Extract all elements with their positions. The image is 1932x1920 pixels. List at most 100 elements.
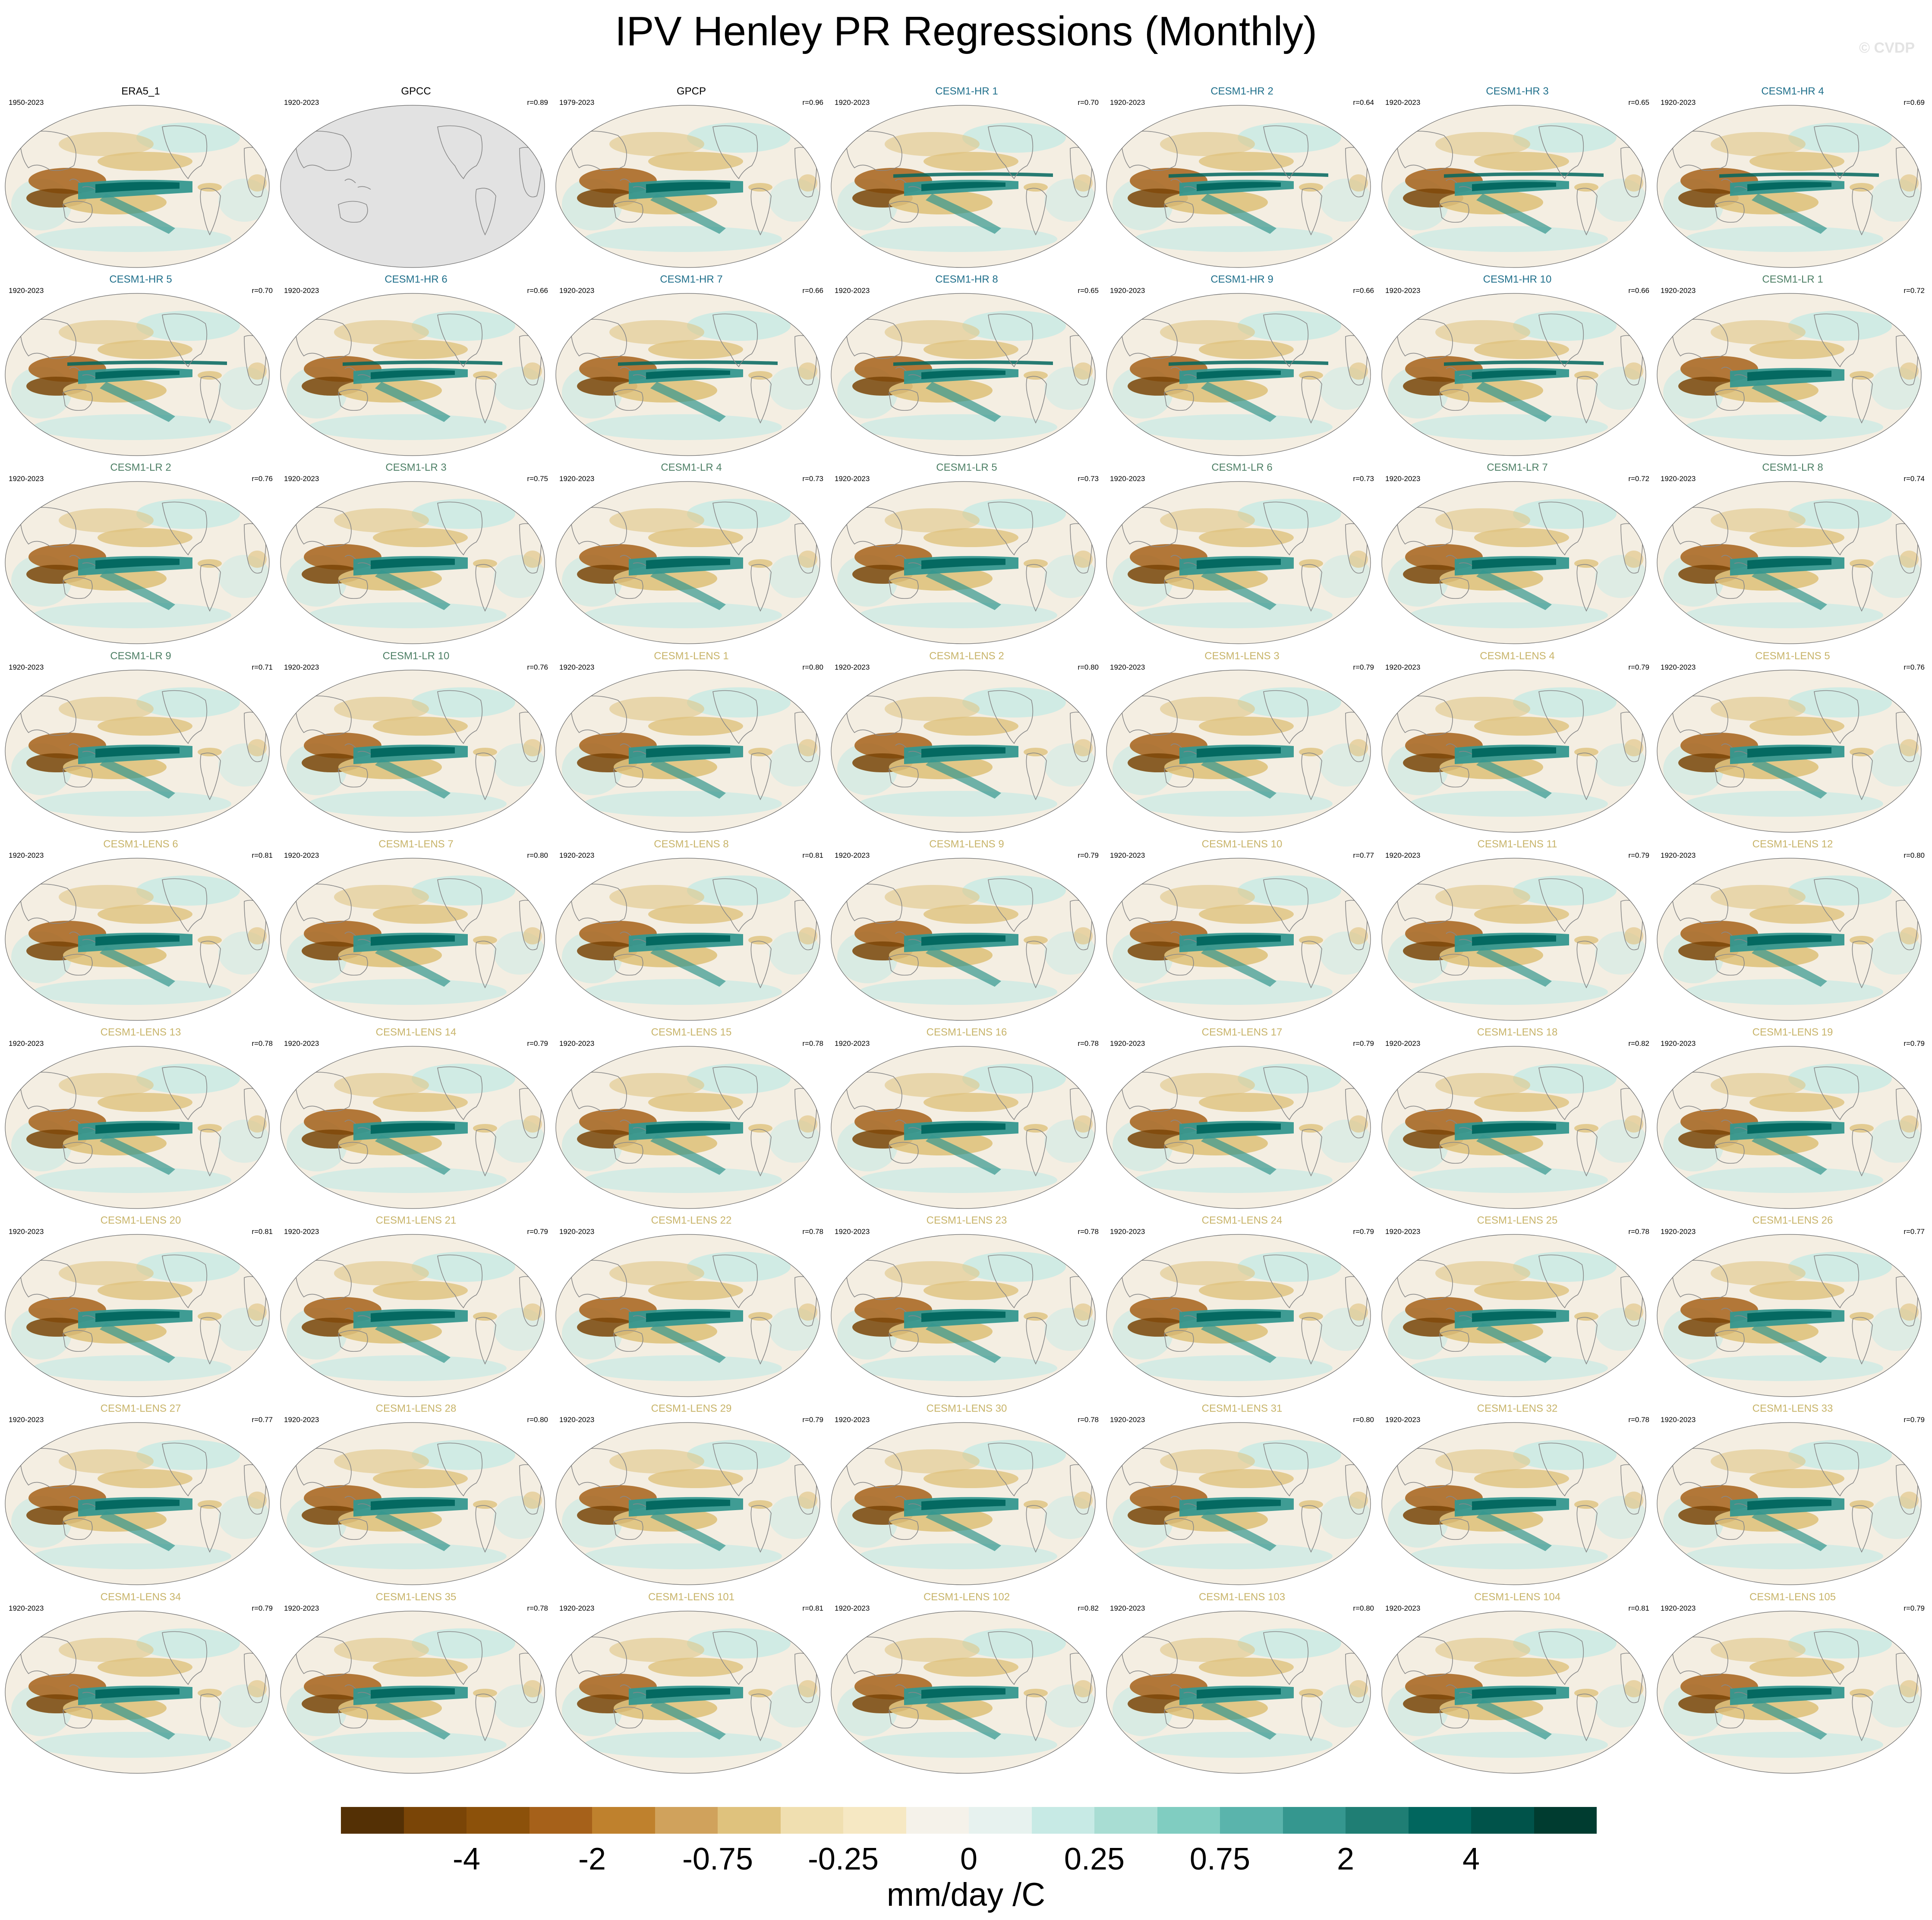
panel-title: CESM1-LENS 8 — [654, 838, 729, 850]
colorbar-segment — [466, 1807, 529, 1834]
panel-title: CESM1-LENS 6 — [103, 838, 178, 850]
panel-title: CESM1-LR 6 — [1211, 462, 1273, 474]
panel-title: CESM1-HR 7 — [660, 274, 723, 286]
colorbar-tick-label: 0.75 — [1189, 1842, 1251, 1876]
panel-years: 1920-2023 — [284, 1604, 319, 1612]
regression-map — [1657, 481, 1922, 644]
map-panel: CESM1-LENS 32 1920-2023 r=0.78 — [1379, 1403, 1655, 1591]
panel-pattern-correlation: r=0.65 — [1628, 98, 1649, 107]
colorbar-segment — [1283, 1807, 1346, 1834]
panel-title: CESM1-LENS 27 — [100, 1403, 181, 1415]
regression-map — [5, 1610, 270, 1774]
panel-title: CESM1-LENS 9 — [929, 838, 1004, 850]
map-panel: CESM1-LENS 17 1920-2023 r=0.79 — [1104, 1026, 1380, 1215]
map-panel: CESM1-LENS 28 1920-2023 r=0.80 — [278, 1403, 554, 1591]
colorbar-tick-label: -0.25 — [807, 1842, 879, 1876]
panel-years: 1920-2023 — [1110, 1039, 1145, 1048]
panel-title: CESM1-LR 7 — [1487, 462, 1548, 474]
regression-map — [280, 1610, 545, 1774]
panel-pattern-correlation: r=0.79 — [527, 1039, 548, 1048]
map-panel: CESM1-LENS 25 1920-2023 r=0.78 — [1379, 1215, 1655, 1403]
regression-map — [1657, 105, 1922, 268]
panel-title: CESM1-LENS 32 — [1477, 1403, 1558, 1415]
panel-title: CESM1-LENS 105 — [1749, 1591, 1836, 1603]
panel-title: CESM1-LENS 35 — [375, 1591, 457, 1603]
panel-pattern-correlation: r=0.73 — [1353, 475, 1374, 483]
map-panel: CESM1-HR 4 1920-2023 r=0.69 — [1655, 85, 1931, 274]
panel-title: CESM1-LR 10 — [382, 650, 450, 662]
panel-title: CESM1-HR 5 — [109, 274, 172, 286]
regression-map — [280, 105, 545, 268]
colorbar-tick-labels: -4 -2 -0.75 -0.25 0 0.25 0.75 2 4 — [341, 1841, 1597, 1876]
colorbar-segment — [1157, 1807, 1220, 1834]
regression-map — [280, 1046, 545, 1209]
colorbar-tick-label: -2 — [578, 1842, 606, 1876]
regression-map — [5, 481, 270, 644]
panel-years: 1920-2023 — [1661, 1228, 1696, 1236]
panel-pattern-correlation: r=0.79 — [1904, 1416, 1925, 1424]
panel-pattern-correlation: r=0.79 — [1904, 1604, 1925, 1612]
panel-title: CESM1-LENS 34 — [100, 1591, 181, 1603]
panel-years: 1920-2023 — [835, 1039, 870, 1048]
regression-map — [1657, 858, 1922, 1021]
map-panel: CESM1-LENS 22 1920-2023 r=0.78 — [553, 1215, 829, 1403]
watermark: © CVDP — [1859, 40, 1915, 56]
regression-map — [555, 481, 820, 644]
regression-map — [280, 293, 545, 456]
map-panel: CESM1-LENS 11 1920-2023 r=0.79 — [1379, 838, 1655, 1026]
regression-map — [1381, 1046, 1646, 1209]
map-panel: CESM1-LENS 5 1920-2023 r=0.76 — [1655, 650, 1931, 838]
map-panel: CESM1-LENS 33 1920-2023 r=0.79 — [1655, 1403, 1931, 1591]
panel-title: GPCP — [676, 85, 706, 97]
map-panel: CESM1-LENS 23 1920-2023 r=0.78 — [829, 1215, 1105, 1403]
panel-years: 1920-2023 — [1661, 851, 1696, 859]
map-panel: CESM1-LENS 14 1920-2023 r=0.79 — [278, 1026, 554, 1215]
panel-pattern-correlation: r=0.78 — [802, 1039, 823, 1048]
panel-pattern-correlation: r=0.79 — [1353, 1228, 1374, 1236]
map-panel: CESM1-LR 9 1920-2023 r=0.71 — [3, 650, 279, 838]
panel-years: 1920-2023 — [835, 98, 870, 107]
panel-title: CESM1-LR 9 — [110, 650, 171, 662]
map-panel: CESM1-LR 4 1920-2023 r=0.73 — [553, 462, 829, 650]
map-panel: CESM1-LENS 34 1920-2023 r=0.79 — [3, 1591, 279, 1779]
panel-years: 1920-2023 — [1385, 1604, 1421, 1612]
regression-map — [1381, 1610, 1646, 1774]
panel-pattern-correlation: r=0.80 — [1904, 851, 1925, 859]
panel-title: CESM1-LENS 21 — [375, 1215, 457, 1227]
panel-title: CESM1-LENS 23 — [926, 1215, 1007, 1227]
panel-title: ERA5_1 — [121, 85, 160, 97]
panel-pattern-correlation: r=0.79 — [1904, 1039, 1925, 1048]
panel-pattern-correlation: r=0.73 — [1078, 475, 1099, 483]
panel-title: CESM1-HR 4 — [1761, 85, 1824, 97]
regression-map — [1657, 1422, 1922, 1585]
panel-years: 1920-2023 — [9, 286, 44, 295]
panel-pattern-correlation: r=0.77 — [252, 1416, 273, 1424]
panel-years: 1920-2023 — [1110, 286, 1145, 295]
map-panel: CESM1-LENS 4 1920-2023 r=0.79 — [1379, 650, 1655, 838]
panel-years: 1920-2023 — [1110, 663, 1145, 671]
panel-pattern-correlation: r=0.80 — [527, 1416, 548, 1424]
panel-years: 1920-2023 — [1110, 851, 1145, 859]
map-panel: CESM1-LENS 101 1920-2023 r=0.81 — [553, 1591, 829, 1779]
panel-years: 1920-2023 — [559, 286, 595, 295]
panel-pattern-correlation: r=0.78 — [1628, 1228, 1649, 1236]
regression-map — [5, 1422, 270, 1585]
panel-pattern-correlation: r=0.78 — [252, 1039, 273, 1048]
map-panel: CESM1-HR 5 1920-2023 r=0.70 — [3, 274, 279, 462]
map-panel: CESM1-LENS 2 1920-2023 r=0.80 — [829, 650, 1105, 838]
panel-title: CESM1-LENS 1 — [654, 650, 729, 662]
regression-map — [1381, 293, 1646, 456]
panel-title: CESM1-LENS 33 — [1752, 1403, 1833, 1415]
regression-map — [1106, 1422, 1371, 1585]
colorbar-segment — [1471, 1807, 1534, 1834]
map-panel: CESM1-HR 8 1920-2023 r=0.65 — [829, 274, 1105, 462]
panel-pattern-correlation: r=0.75 — [527, 475, 548, 483]
map-panel: CESM1-LENS 35 1920-2023 r=0.78 — [278, 1591, 554, 1779]
panel-years: 1920-2023 — [284, 286, 319, 295]
map-panel: CESM1-LR 2 1920-2023 r=0.76 — [3, 462, 279, 650]
panel-years: 1920-2023 — [1110, 98, 1145, 107]
panel-years: 1979-2023 — [559, 98, 595, 107]
panel-years: 1920-2023 — [284, 1228, 319, 1236]
regression-map — [831, 1610, 1096, 1774]
map-panel: CESM1-LENS 105 1920-2023 r=0.79 — [1655, 1591, 1931, 1779]
